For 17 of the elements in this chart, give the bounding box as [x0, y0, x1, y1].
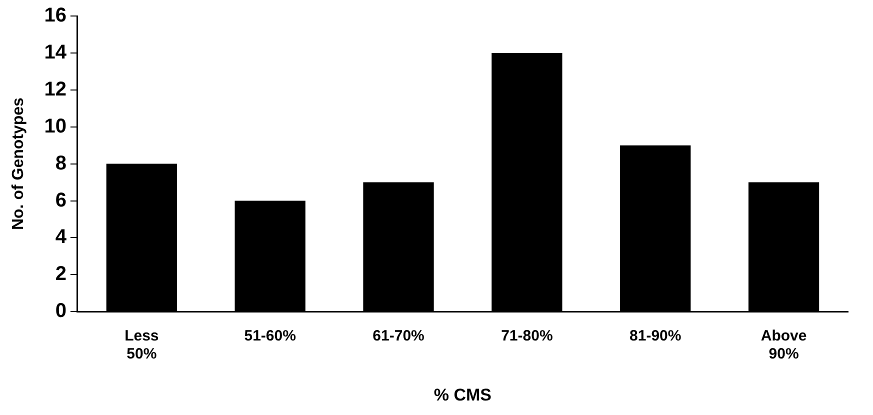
y-axis-title: No. of Genotypes — [10, 97, 28, 230]
y-tick-label: 12 — [44, 78, 66, 100]
x-tick-label: 81-90% — [630, 328, 682, 345]
y-tick-label: 0 — [55, 300, 66, 322]
y-tick-label: 16 — [44, 4, 66, 27]
y-tick-label: 8 — [55, 152, 66, 174]
x-tick-label: Less 50% — [124, 328, 159, 363]
y-tick-label: 6 — [55, 189, 66, 212]
y-tick-label: 10 — [44, 115, 66, 138]
y-tick-label: 14 — [44, 41, 68, 64]
y-tick-label: 4 — [55, 226, 68, 248]
x-tick-label: 61-70% — [372, 328, 424, 345]
x-tick-label: 51-60% — [244, 328, 296, 345]
x-tick-label: 71-80% — [501, 328, 553, 345]
x-axis-title: % CMS — [434, 385, 492, 404]
y-tick-label: 2 — [55, 263, 66, 286]
x-tick-label: Above 90% — [760, 328, 807, 363]
